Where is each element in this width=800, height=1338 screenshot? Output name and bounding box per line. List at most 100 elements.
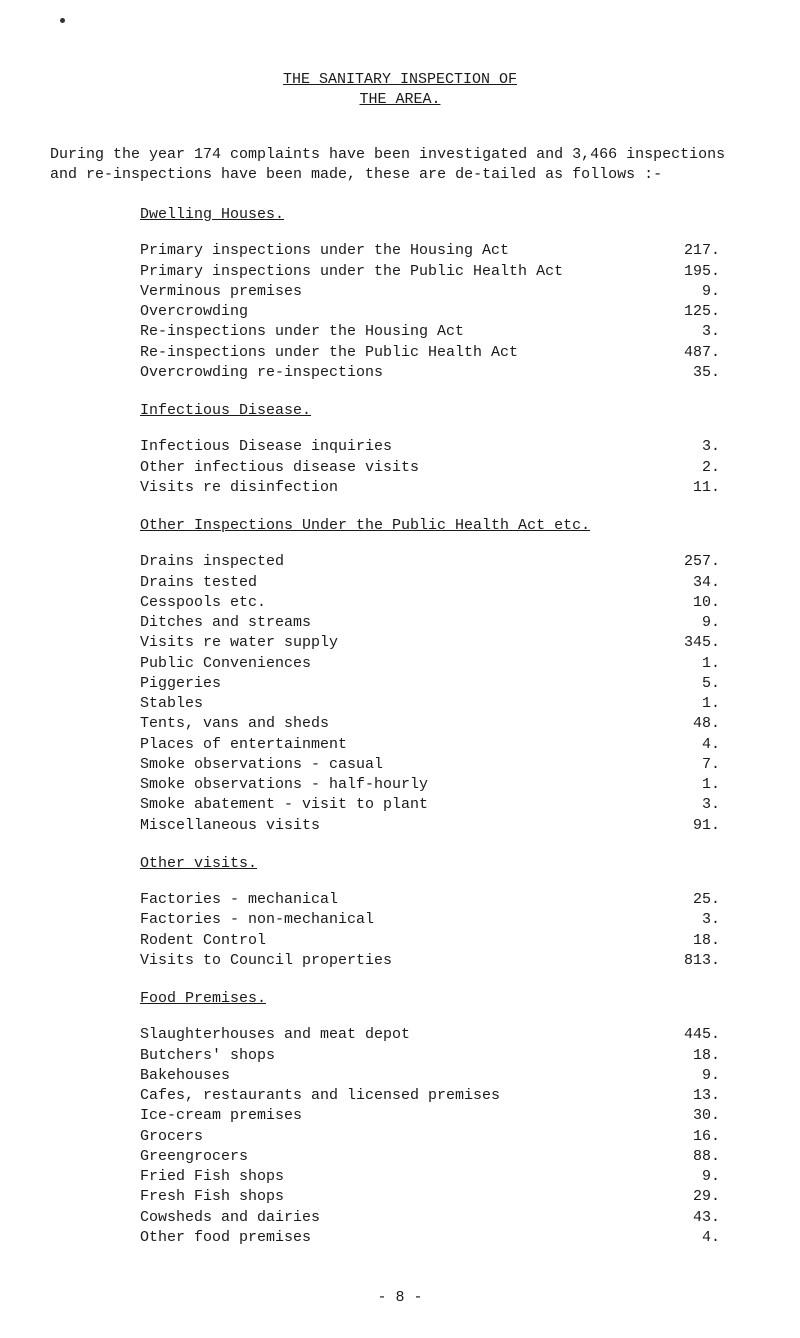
data-value: 445.: [660, 1025, 720, 1045]
data-row: Overcrowding125.: [140, 302, 720, 322]
data-row: Drains tested34.: [140, 573, 720, 593]
data-value: 3.: [660, 437, 720, 457]
section-heading-other_visits: Other visits.: [140, 854, 750, 874]
data-label: Smoke abatement - visit to plant: [140, 795, 660, 815]
data-value: 9.: [660, 1066, 720, 1086]
data-label: Cafes, restaurants and licensed premises: [140, 1086, 660, 1106]
data-row: Re-inspections under the Public Health A…: [140, 343, 720, 363]
data-value: 5.: [660, 674, 720, 694]
section-heading-other_inspections: Other Inspections Under the Public Healt…: [140, 516, 750, 536]
data-value: 9.: [660, 282, 720, 302]
data-label: Ice-cream premises: [140, 1106, 660, 1126]
data-label: Public Conveniences: [140, 654, 660, 674]
data-row: Ice-cream premises30.: [140, 1106, 720, 1126]
data-label: Drains inspected: [140, 552, 660, 572]
data-label: Other food premises: [140, 1228, 660, 1248]
data-value: 16.: [660, 1127, 720, 1147]
data-value: 10.: [660, 593, 720, 613]
data-value: 1.: [660, 775, 720, 795]
data-value: 813.: [660, 951, 720, 971]
title-line-1: THE SANITARY INSPECTION OF: [283, 71, 517, 88]
data-label: Primary inspections under the Housing Ac…: [140, 241, 660, 261]
data-row: Other food premises4.: [140, 1228, 720, 1248]
data-label: Re-inspections under the Public Health A…: [140, 343, 660, 363]
data-value: 9.: [660, 1167, 720, 1187]
data-row: Ditches and streams9.: [140, 613, 720, 633]
data-label: Cowsheds and dairies: [140, 1208, 660, 1228]
data-label: Miscellaneous visits: [140, 816, 660, 836]
data-label: Stables: [140, 694, 660, 714]
data-row: Fried Fish shops9.: [140, 1167, 720, 1187]
section-heading-food: Food Premises.: [140, 989, 750, 1009]
data-value: 18.: [660, 1046, 720, 1066]
data-row: Visits re water supply345.: [140, 633, 720, 653]
data-row: Visits re disinfection11.: [140, 478, 720, 498]
document-title: THE SANITARY INSPECTION OF THE AREA.: [50, 70, 750, 111]
data-value: 7.: [660, 755, 720, 775]
data-label: Butchers' shops: [140, 1046, 660, 1066]
data-value: 4.: [660, 735, 720, 755]
data-row: Verminous premises9.: [140, 282, 720, 302]
data-label: Fresh Fish shops: [140, 1187, 660, 1207]
data-label: Fried Fish shops: [140, 1167, 660, 1187]
data-label: Re-inspections under the Housing Act: [140, 322, 660, 342]
data-row: Miscellaneous visits91.: [140, 816, 720, 836]
data-label: Verminous premises: [140, 282, 660, 302]
data-row: Greengrocers88.: [140, 1147, 720, 1167]
section-heading-infectious: Infectious Disease.: [140, 401, 750, 421]
data-value: 2.: [660, 458, 720, 478]
title-line-2: THE AREA.: [359, 91, 440, 108]
data-label: Slaughterhouses and meat depot: [140, 1025, 660, 1045]
data-row: Stables1.: [140, 694, 720, 714]
data-row: Drains inspected257.: [140, 552, 720, 572]
data-row: Piggeries5.: [140, 674, 720, 694]
data-label: Greengrocers: [140, 1147, 660, 1167]
data-row: Smoke observations - half-hourly1.: [140, 775, 720, 795]
data-row: Primary inspections under the Public Hea…: [140, 262, 720, 282]
data-value: 4.: [660, 1228, 720, 1248]
data-value: 3.: [660, 322, 720, 342]
data-row: Tents, vans and sheds48.: [140, 714, 720, 734]
data-label: Cesspools etc.: [140, 593, 660, 613]
data-value: 48.: [660, 714, 720, 734]
data-value: 18.: [660, 931, 720, 951]
data-label: Grocers: [140, 1127, 660, 1147]
data-label: Overcrowding: [140, 302, 660, 322]
data-value: 3.: [660, 795, 720, 815]
data-label: Places of entertainment: [140, 735, 660, 755]
data-row: Places of entertainment4.: [140, 735, 720, 755]
page-number: - 8 -: [50, 1288, 750, 1308]
intro-paragraph: During the year 174 complaints have been…: [50, 145, 750, 186]
data-row: Smoke abatement - visit to plant3.: [140, 795, 720, 815]
data-label: Smoke observations - casual: [140, 755, 660, 775]
data-label: Ditches and streams: [140, 613, 660, 633]
data-value: 34.: [660, 573, 720, 593]
data-label: Visits re disinfection: [140, 478, 660, 498]
data-label: Smoke observations - half-hourly: [140, 775, 660, 795]
data-label: Tents, vans and sheds: [140, 714, 660, 734]
data-label: Other infectious disease visits: [140, 458, 660, 478]
data-value: 29.: [660, 1187, 720, 1207]
data-value: 13.: [660, 1086, 720, 1106]
data-row: Other infectious disease visits2.: [140, 458, 720, 478]
data-row: Overcrowding re-inspections35.: [140, 363, 720, 383]
data-row: Public Conveniences1.: [140, 654, 720, 674]
data-value: 195.: [660, 262, 720, 282]
data-value: 3.: [660, 910, 720, 930]
data-row: Bakehouses9.: [140, 1066, 720, 1086]
data-value: 345.: [660, 633, 720, 653]
data-row: Infectious Disease inquiries3.: [140, 437, 720, 457]
data-row: Visits to Council properties813.: [140, 951, 720, 971]
data-label: Drains tested: [140, 573, 660, 593]
data-value: 35.: [660, 363, 720, 383]
data-row: Slaughterhouses and meat depot445.: [140, 1025, 720, 1045]
data-value: 1.: [660, 654, 720, 674]
section-heading-dwelling: Dwelling Houses.: [140, 205, 750, 225]
data-value: 91.: [660, 816, 720, 836]
data-value: 257.: [660, 552, 720, 572]
data-label: Piggeries: [140, 674, 660, 694]
data-row: Butchers' shops18.: [140, 1046, 720, 1066]
data-value: 88.: [660, 1147, 720, 1167]
data-row: Smoke observations - casual7.: [140, 755, 720, 775]
data-value: 30.: [660, 1106, 720, 1126]
